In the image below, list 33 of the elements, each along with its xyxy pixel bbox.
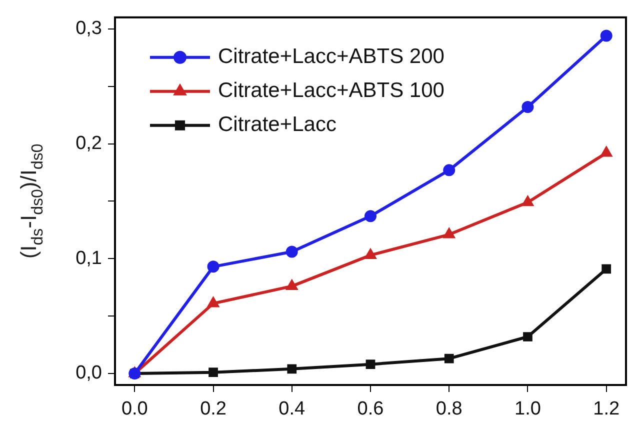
y-tick-label: 0,2 — [76, 132, 102, 154]
x-tick-label: 1.0 — [514, 398, 541, 420]
legend-label: Citrate+Lacc+ABTS 200 — [218, 45, 444, 68]
point — [444, 228, 455, 238]
x-tick-label: 0.6 — [357, 398, 384, 420]
point — [600, 30, 612, 42]
x-tick-label: 0.8 — [436, 398, 462, 420]
y-tick-label: 0,1 — [76, 248, 102, 269]
y-tick-label: 0,3 — [76, 18, 102, 40]
point — [207, 260, 220, 273]
point — [522, 101, 534, 114]
point — [523, 332, 532, 342]
legend-label: Citrate+Lacc — [218, 113, 336, 136]
y-tick-label: 0,0 — [76, 362, 102, 384]
point — [365, 249, 376, 259]
point — [208, 297, 219, 308]
point — [444, 354, 454, 364]
x-tick-label: 0.0 — [121, 398, 148, 420]
x-tick-label: 0.2 — [200, 398, 226, 420]
point — [443, 164, 456, 176]
x-tick-label: 0.4 — [278, 398, 306, 420]
point — [208, 368, 218, 378]
point — [287, 364, 297, 374]
point — [286, 246, 298, 258]
x-tick-label: 1.2 — [593, 398, 620, 420]
point — [600, 146, 612, 157]
point — [286, 280, 298, 290]
point — [364, 210, 376, 222]
point — [366, 360, 376, 370]
point — [522, 196, 534, 206]
legend-label: Citrate+Lacc+ABTS 100 — [218, 79, 444, 102]
point — [602, 264, 612, 274]
y-axis-title: (Ids-Ids0)/Ids0 — [16, 144, 46, 259]
